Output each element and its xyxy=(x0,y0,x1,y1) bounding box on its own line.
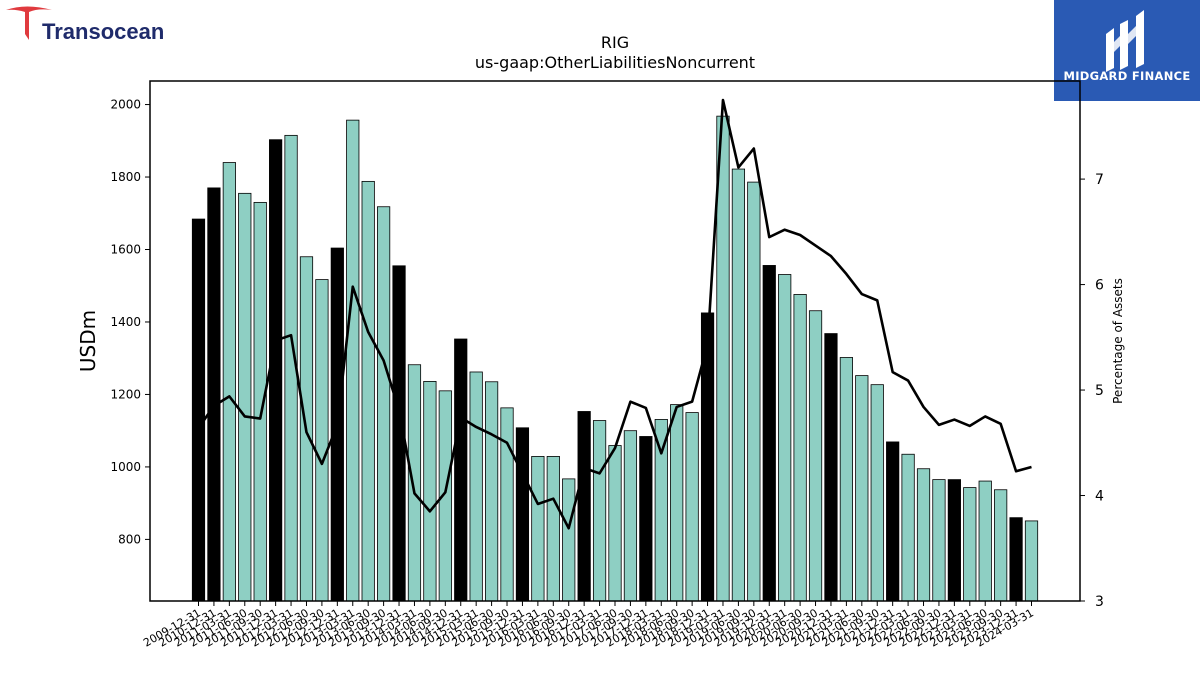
bar-2018-09-30 xyxy=(685,412,699,602)
bar-2021-12-31 xyxy=(886,441,900,602)
bar-2021-03-31 xyxy=(839,357,853,602)
bar-2011-03-31 xyxy=(222,162,236,602)
y-tick-label-right: 4 xyxy=(1095,489,1104,505)
bar-2011-06-30 xyxy=(238,192,252,602)
bar-2009-12-31 xyxy=(191,218,206,602)
bar-2021-09-30 xyxy=(870,384,884,602)
bar-2016-12-31 xyxy=(577,411,591,602)
y-tick-label-left: 1400 xyxy=(110,315,141,329)
x-axis: 2009-12-312010-12-312011-03-312011-06-30… xyxy=(141,601,1036,650)
transocean-logo-mark: Transocean xyxy=(6,6,164,44)
bar-2014-03-31 xyxy=(407,364,422,602)
bar-2010-12-31 xyxy=(207,187,221,602)
bar-2011-12-31 xyxy=(269,139,283,602)
pct-assets-line xyxy=(197,98,1032,530)
bar-2019-09-30 xyxy=(747,181,761,602)
y-tick-label-right: 7 xyxy=(1095,172,1104,188)
bar-2015-12-31 xyxy=(515,427,530,602)
bar-2015-06-30 xyxy=(484,381,499,602)
bar-2023-09-30 xyxy=(994,489,1008,602)
y-tick-label-left: 1600 xyxy=(110,243,141,257)
y-tick-label-left: 800 xyxy=(118,532,141,546)
bar-2022-06-30 xyxy=(916,468,931,602)
y-axis-right: 3 4 5 6 7 xyxy=(1080,172,1104,610)
bar-2023-03-31 xyxy=(963,487,977,602)
midgard-finance-mark xyxy=(1106,10,1144,72)
y-axis-label-left: USDm xyxy=(76,310,100,372)
bar-2023-12-31 xyxy=(1009,517,1023,602)
bar-2014-12-31 xyxy=(454,338,468,602)
bar-2020-09-30 xyxy=(808,310,823,602)
y-tick-label-left: 1800 xyxy=(110,170,141,184)
y-tick-label-right: 6 xyxy=(1095,278,1104,294)
bar-2015-09-30 xyxy=(500,407,514,602)
bar-2019-06-30 xyxy=(731,168,746,602)
midgard-finance-wordmark: MIDGARD FINANCE xyxy=(1063,69,1191,83)
bar-2017-09-30 xyxy=(623,430,638,602)
bars-layer xyxy=(191,115,1039,602)
bar-2013-06-30 xyxy=(361,180,375,602)
bar-2015-03-31 xyxy=(469,371,483,602)
y-tick-label-right: 3 xyxy=(1095,594,1104,610)
bar-2022-03-31 xyxy=(901,453,915,602)
bar-2017-12-31 xyxy=(639,436,653,602)
midgard-finance-logo: MIDGARD FINANCE xyxy=(1054,0,1200,101)
chart-subtitle: us-gaap:OtherLiabilitiesNoncurrent xyxy=(475,53,755,72)
bar-2018-06-30 xyxy=(670,404,684,602)
y-axis-left: 800 1000 1200 1400 1600 1800 2000 xyxy=(110,98,150,546)
y-tick-label-right: 5 xyxy=(1095,383,1104,399)
chart-title: RIG xyxy=(601,33,629,52)
bar-2020-12-31 xyxy=(824,333,838,602)
bar-2014-06-30 xyxy=(423,380,437,602)
bar-2013-03-31 xyxy=(346,119,360,602)
bar-2023-06-30 xyxy=(978,480,992,602)
bar-2020-06-30 xyxy=(793,294,807,602)
bar-2016-06-30 xyxy=(546,456,560,602)
bar-2016-09-30 xyxy=(562,478,576,602)
bar-2018-03-31 xyxy=(654,419,668,602)
bar-2013-09-30 xyxy=(377,206,391,602)
bar-2017-03-31 xyxy=(592,420,607,602)
bar-2020-03-31 xyxy=(778,274,792,602)
transocean-logo: Transocean xyxy=(4,4,184,44)
y-axis-label-right: Percentage of Assets xyxy=(1111,278,1125,404)
y-tick-label-left: 1000 xyxy=(110,460,141,474)
bar-2017-06-30 xyxy=(608,445,622,602)
y-tick-label-left: 2000 xyxy=(110,98,141,112)
bar-2021-06-30 xyxy=(855,375,869,602)
bar-2016-03-31 xyxy=(531,456,545,602)
transocean-wordmark: Transocean xyxy=(42,19,164,44)
bar-2024-03-31 xyxy=(1024,520,1039,602)
bar-2022-12-31 xyxy=(947,479,961,602)
bar-2019-12-31 xyxy=(762,265,776,602)
line-layer xyxy=(197,98,1032,530)
y-tick-label-left: 1200 xyxy=(110,387,141,401)
bar-2022-09-30 xyxy=(932,479,946,602)
bar-2012-09-30 xyxy=(315,279,329,602)
